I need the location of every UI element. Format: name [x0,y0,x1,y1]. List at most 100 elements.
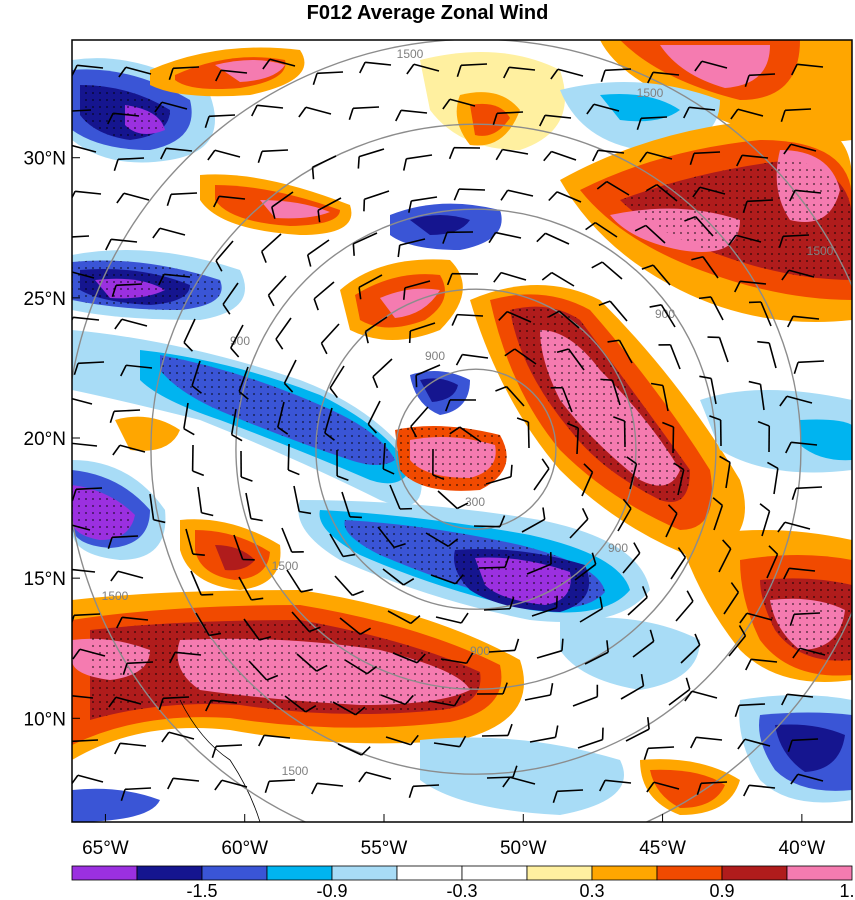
wind-barb [281,527,304,553]
stipple-area [344,520,605,609]
wind-barb [306,239,330,267]
range-ring [395,368,557,530]
lat-tick-label: 30°N [24,149,66,170]
wind-barb [539,114,572,127]
wind-barb [550,68,584,80]
wind-barb [233,534,255,561]
wind-barb [332,701,366,716]
wind-barb [592,149,625,162]
wind-barb [245,492,263,522]
lat-tick-label: 10°N [24,709,66,730]
wind-barb [116,616,149,629]
wind-barb [572,684,599,707]
wind-barb [311,155,337,180]
wind-barb [214,779,248,791]
range-rings [72,40,852,822]
wind-barb [636,116,668,131]
wind-barb [675,590,694,622]
wind-barb [734,280,767,293]
wind-barb [789,189,822,202]
wind-barb [329,365,345,399]
wind-barb [586,103,620,115]
wind-barb [72,397,93,405]
wind-barb [284,695,317,713]
wind-barb [382,442,395,475]
wind-barb [243,618,272,641]
wind-barb [230,324,244,358]
wind-barb [358,274,383,300]
wind-barb [238,576,264,601]
wind-barb [161,731,195,743]
wind-barb [531,595,558,617]
wind-barb [358,771,392,783]
colorbar-swatch [136,865,203,881]
colorbar-swatch [266,865,333,881]
wind-barb [286,569,313,593]
wind-barb [684,215,714,237]
wind-barb [453,188,486,201]
wind-barb [778,234,810,249]
wind-barb [634,224,666,244]
wind-barb [120,787,152,802]
wind-barb [529,725,559,743]
wind-barb [620,673,645,700]
wind-barb [600,378,621,406]
contour-label: 900 [608,541,628,555]
wind-barb [320,323,340,355]
colorbar-swatch [656,865,723,881]
wind-barb [783,143,817,155]
wind-barb [437,490,469,510]
wind-barb [433,735,467,748]
wind-barb [728,234,762,246]
wind-barb [154,101,188,113]
contour-label: 300 [465,495,485,509]
wind-barb [406,63,440,75]
wind-barb [283,359,297,393]
wind-barb [248,660,279,681]
wind-barb [185,528,205,556]
wind-barb [712,497,724,531]
wind-barb [425,532,459,547]
colorbar-label: -0.3 [446,881,477,900]
wind-barb [791,486,823,501]
contour-label: 900 [230,334,250,348]
coastline [179,699,261,822]
wind-barb [613,416,626,448]
wind-barb [195,612,222,637]
wind-barb [111,283,143,298]
wind-barb [622,542,641,574]
wind-barb [435,612,469,624]
wind-barb [240,450,253,482]
wind-barb [258,734,291,747]
lat-tick-label: 25°N [24,289,66,310]
contour-fill [420,737,624,815]
wind-barb [364,316,388,344]
wind-barb [550,386,573,413]
wind-barb [689,151,721,166]
wind-barb [516,417,530,449]
wind-barb [408,322,436,344]
wind-barb [160,147,193,160]
wind-barb [757,420,771,453]
wind-barb [311,782,344,795]
chart-title: F012 Average Zonal Wind [306,2,549,24]
wind-barb [72,739,99,745]
colorbar-label: -1.5 [186,881,217,900]
range-ring [150,123,802,775]
wind-barb [492,111,524,126]
wind-barb [108,696,142,708]
significance-stipple [72,85,852,720]
wind-barb [190,570,214,596]
wind-barb [662,421,675,454]
wind-barb [502,776,536,788]
wind-barb [627,585,648,616]
wind-barb [670,547,687,580]
wind-barb [183,318,196,352]
wind-barb [432,448,445,481]
wind-barb [262,58,296,70]
wind-barb [152,227,186,239]
wind-barb [238,366,249,400]
wind-barb [446,272,479,286]
wind-barb [683,106,716,119]
wind-barb [748,301,772,327]
